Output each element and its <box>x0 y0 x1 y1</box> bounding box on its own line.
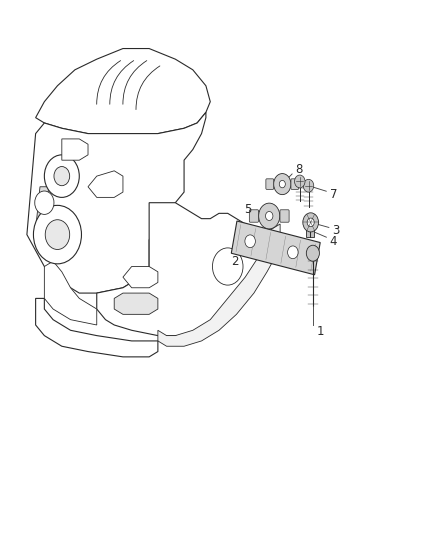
Circle shape <box>288 246 298 259</box>
Polygon shape <box>27 112 206 293</box>
Circle shape <box>294 175 305 188</box>
Circle shape <box>245 235 255 248</box>
Text: 8: 8 <box>295 163 303 176</box>
Circle shape <box>54 166 70 185</box>
Polygon shape <box>35 49 210 134</box>
Text: 5: 5 <box>244 203 252 215</box>
Polygon shape <box>35 187 49 229</box>
Circle shape <box>307 218 314 227</box>
Circle shape <box>274 174 291 195</box>
Circle shape <box>33 205 81 264</box>
Circle shape <box>212 248 243 285</box>
Polygon shape <box>62 139 88 160</box>
Circle shape <box>259 203 280 229</box>
Circle shape <box>303 179 314 192</box>
Polygon shape <box>114 293 158 314</box>
FancyBboxPatch shape <box>291 179 299 189</box>
Circle shape <box>35 191 54 214</box>
Circle shape <box>265 212 273 221</box>
Polygon shape <box>158 224 280 346</box>
Text: 7: 7 <box>330 188 337 201</box>
FancyBboxPatch shape <box>266 179 274 189</box>
Circle shape <box>44 155 79 197</box>
Polygon shape <box>44 261 97 325</box>
Polygon shape <box>123 266 158 288</box>
Circle shape <box>279 180 285 188</box>
FancyBboxPatch shape <box>249 210 258 222</box>
Circle shape <box>306 245 319 261</box>
Text: 3: 3 <box>332 224 340 237</box>
Circle shape <box>45 220 70 249</box>
Polygon shape <box>231 221 320 275</box>
Text: 4: 4 <box>329 235 337 248</box>
Polygon shape <box>35 298 158 357</box>
Polygon shape <box>97 203 272 336</box>
Text: 1: 1 <box>316 325 324 338</box>
Bar <box>306 224 314 237</box>
Polygon shape <box>88 171 123 197</box>
FancyBboxPatch shape <box>280 210 289 222</box>
Circle shape <box>303 213 318 232</box>
Text: 2: 2 <box>231 255 238 268</box>
